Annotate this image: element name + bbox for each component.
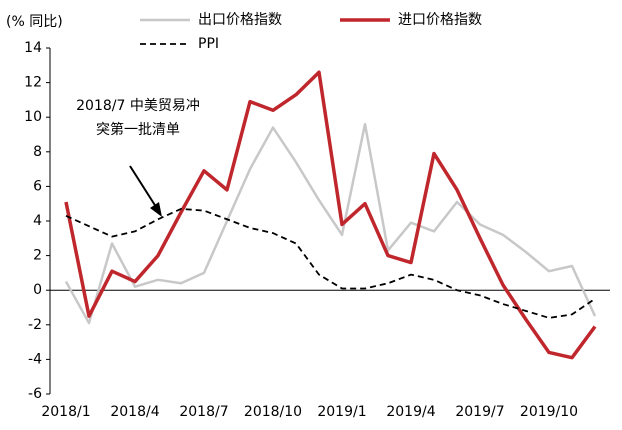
annotation-arrow (129, 165, 159, 211)
y-tick-label: 0 (33, 282, 42, 298)
y-tick-label: 12 (24, 75, 42, 91)
x-tick-label: 2019/1 (317, 404, 366, 420)
y-tick-label: -6 (28, 386, 42, 402)
annotation: 2018/7 中美贸易冲 (76, 98, 200, 114)
series-line (65, 207, 596, 319)
x-tick-label: 2018/4 (110, 404, 159, 420)
x-tick-label: 2019/4 (386, 404, 435, 420)
annotation-arrowhead (150, 202, 162, 217)
x-tick-label: 2019/10 (520, 404, 578, 420)
y-unit: (% 同比) (6, 14, 63, 30)
y-tick-label: -4 (28, 351, 42, 367)
y-tick-label: 10 (24, 109, 42, 125)
y-tick-label: 14 (24, 40, 42, 56)
y-tick-label: 6 (33, 178, 42, 194)
y-tick-label: 2 (33, 248, 42, 264)
legend-label: 进口价格指数 (398, 12, 482, 28)
annotation: 突第一批清单 (96, 121, 180, 138)
y-tick-label: 8 (33, 144, 42, 160)
series-line (64, 122, 597, 325)
y-tick-label: 4 (33, 213, 42, 229)
x-tick-label: 2018/1 (41, 404, 90, 420)
x-tick-label: 2018/7 (179, 404, 228, 420)
x-tick-label: 2018/10 (244, 404, 302, 420)
legend-label: PPI (198, 36, 219, 52)
y-tick-label: -2 (28, 317, 42, 333)
series-line (64, 70, 597, 360)
legend-label: 出口价格指数 (198, 12, 282, 28)
x-tick-label: 2019/7 (455, 404, 504, 420)
